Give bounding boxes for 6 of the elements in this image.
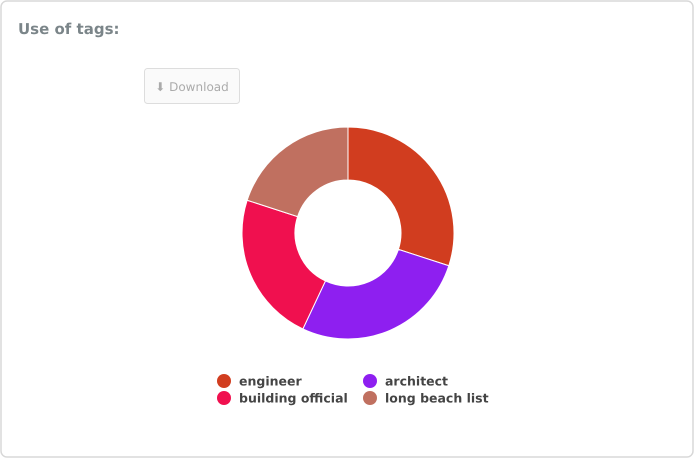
text: Use of tags: (18, 20, 120, 38)
legend-label: engineer (239, 374, 302, 388)
download-button: ⬇ Download (144, 68, 240, 104)
legend-label: architect (385, 374, 448, 388)
legend-label: building official (239, 390, 348, 406)
legend-label: long beach list (385, 390, 489, 406)
